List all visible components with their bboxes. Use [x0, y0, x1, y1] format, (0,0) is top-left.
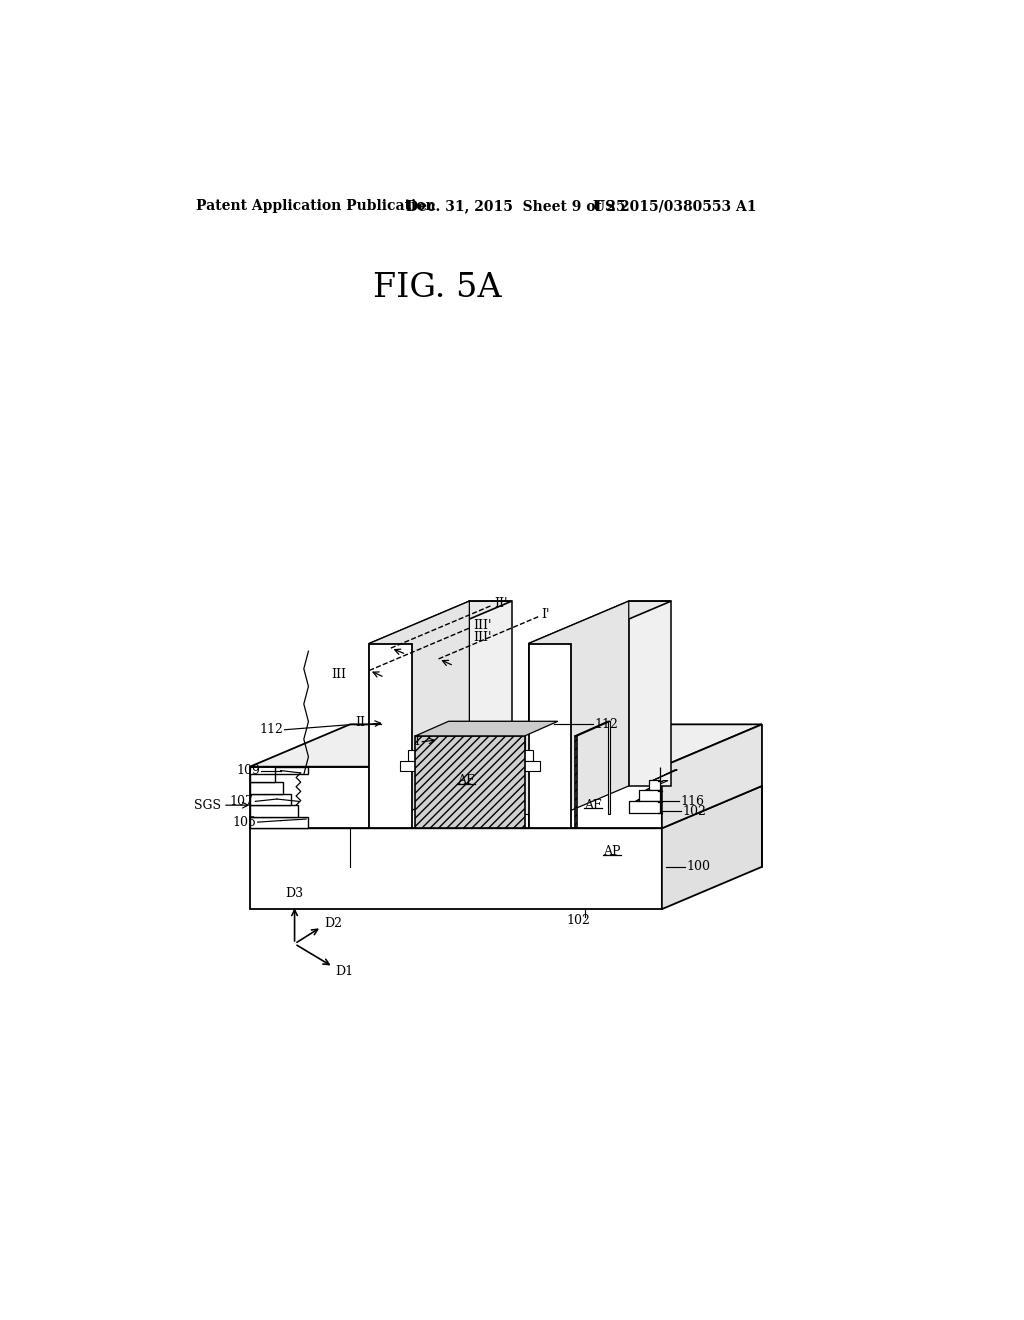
Text: AF: AF [457, 774, 474, 787]
Polygon shape [250, 805, 298, 817]
Text: 100: 100 [686, 861, 711, 874]
Polygon shape [408, 750, 532, 762]
Text: III': III' [473, 631, 492, 644]
Polygon shape [400, 762, 541, 771]
Polygon shape [250, 829, 662, 909]
Polygon shape [250, 725, 762, 767]
Polygon shape [416, 737, 524, 750]
Text: 102: 102 [566, 915, 591, 927]
Polygon shape [250, 817, 307, 829]
Text: AF: AF [584, 799, 601, 812]
Polygon shape [416, 721, 558, 737]
Text: 112: 112 [259, 723, 283, 737]
Text: III: III [331, 668, 346, 681]
Polygon shape [469, 601, 512, 785]
Polygon shape [250, 785, 762, 829]
Polygon shape [370, 601, 469, 829]
Polygon shape [629, 601, 671, 785]
Text: D1: D1 [336, 965, 353, 978]
Text: Patent Application Publication: Patent Application Publication [196, 199, 435, 213]
Text: II: II [355, 717, 366, 730]
Polygon shape [662, 785, 762, 909]
Polygon shape [639, 789, 660, 801]
Polygon shape [250, 793, 291, 805]
Text: D3: D3 [286, 887, 304, 900]
Polygon shape [370, 644, 412, 829]
Polygon shape [370, 601, 512, 644]
Text: D2: D2 [325, 917, 343, 931]
Polygon shape [250, 781, 283, 793]
Text: FIG. 5A: FIG. 5A [373, 272, 502, 304]
Polygon shape [629, 801, 660, 813]
Text: 102: 102 [683, 805, 707, 818]
Text: 105: 105 [232, 816, 256, 829]
Text: AP: AP [603, 845, 621, 858]
Polygon shape [416, 737, 524, 829]
Polygon shape [528, 601, 629, 829]
Text: III': III' [473, 619, 492, 632]
Polygon shape [608, 721, 610, 813]
Text: US 2015/0380553 A1: US 2015/0380553 A1 [593, 199, 756, 213]
Text: Dec. 31, 2015  Sheet 9 of 25: Dec. 31, 2015 Sheet 9 of 25 [407, 199, 626, 213]
Text: 112: 112 [594, 718, 617, 731]
Polygon shape [574, 737, 578, 829]
Polygon shape [634, 792, 658, 803]
Text: 116: 116 [680, 795, 705, 808]
Text: SGS: SGS [195, 799, 221, 812]
Text: 109: 109 [237, 764, 260, 777]
Text: I: I [415, 735, 419, 748]
Polygon shape [574, 721, 610, 737]
Polygon shape [528, 601, 671, 644]
Polygon shape [250, 767, 662, 829]
Polygon shape [449, 721, 558, 813]
Polygon shape [275, 767, 307, 775]
Text: I': I' [541, 607, 550, 620]
Text: 107: 107 [229, 795, 254, 808]
Polygon shape [528, 644, 571, 829]
Text: II': II' [495, 597, 508, 610]
Polygon shape [649, 780, 660, 789]
Polygon shape [643, 780, 668, 792]
Polygon shape [250, 775, 275, 781]
Polygon shape [662, 725, 762, 829]
Polygon shape [652, 770, 677, 780]
